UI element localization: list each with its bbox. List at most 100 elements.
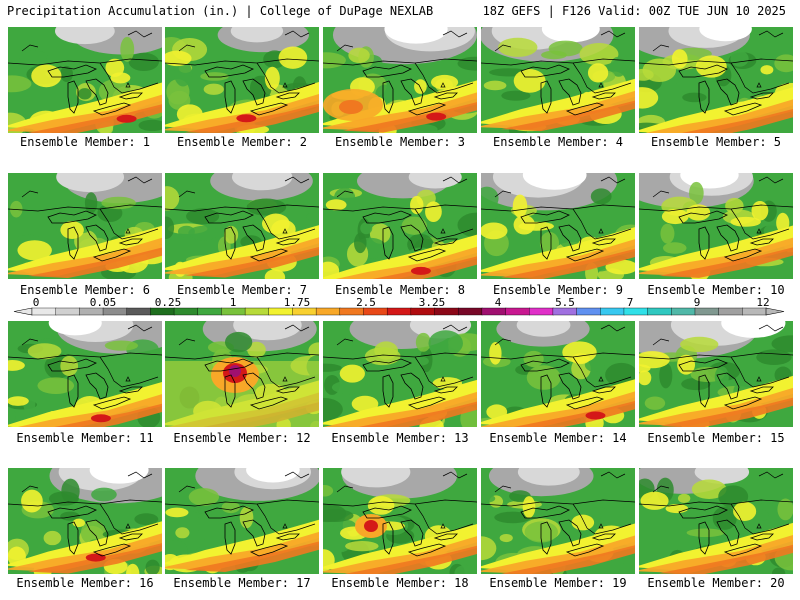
ensemble-member-label: Ensemble Member: 11 xyxy=(16,431,154,445)
ensemble-member-label: Ensemble Member: 4 xyxy=(492,135,624,149)
ensemble-member-label: Ensemble Member: 15 xyxy=(647,431,785,445)
precipitation-field xyxy=(639,468,793,574)
colorbar-swatch xyxy=(197,307,223,316)
precipitation-field xyxy=(165,468,319,574)
colorbar-max-arrow xyxy=(765,307,785,316)
colorbar-tick-label: 3.25 xyxy=(418,296,446,309)
ensemble-member-map xyxy=(8,27,162,133)
precipitation-field xyxy=(481,321,635,427)
colorbar-swatch xyxy=(244,307,270,316)
colorbar-swatch xyxy=(386,307,412,316)
ensemble-member-map xyxy=(481,173,635,279)
precipitation-field xyxy=(8,27,162,133)
precipitation-field xyxy=(639,173,793,279)
ensemble-member-label: Ensemble Member: 14 xyxy=(489,431,627,445)
precipitation-field xyxy=(323,173,477,279)
ensemble-member-label: Ensemble Member: 5 xyxy=(650,135,782,149)
ensemble-member-map xyxy=(639,468,793,574)
ensemble-member-map xyxy=(8,468,162,574)
precipitation-field xyxy=(165,321,319,427)
precipitation-field xyxy=(323,468,477,574)
ensemble-member-label: Ensemble Member: 9 xyxy=(492,283,624,297)
precipitation-field xyxy=(323,27,477,133)
ensemble-member-label: Ensemble Member: 6 xyxy=(19,283,151,297)
ensemble-member-label: Ensemble Member: 10 xyxy=(647,283,785,297)
colorbar-swatch xyxy=(742,307,767,316)
colorbar-tick-label: 1 xyxy=(229,296,237,309)
precipitation-field xyxy=(8,321,162,427)
color-scale-bar xyxy=(13,307,785,316)
ensemble-member-map xyxy=(323,321,477,427)
colorbar-swatch xyxy=(292,307,317,316)
colorbar-tick-label: 1.75 xyxy=(283,296,311,309)
ensemble-member-label: Ensemble Member: 8 xyxy=(334,283,466,297)
ensemble-member-label: Ensemble Member: 2 xyxy=(176,135,308,149)
ensemble-member-map xyxy=(639,321,793,427)
model-valid-time: 18Z GEFS | F126 Valid: 00Z TUE JUN 10 20… xyxy=(482,4,786,18)
precipitation-field xyxy=(323,321,477,427)
ensemble-member-label: Ensemble Member: 16 xyxy=(16,576,154,590)
colorbar-swatch xyxy=(671,307,696,316)
colorbar-swatch xyxy=(410,307,436,316)
precipitation-field xyxy=(481,468,635,574)
ensemble-member-map xyxy=(8,321,162,427)
colorbar-swatch xyxy=(529,307,554,316)
colorbar-swatch xyxy=(268,307,294,316)
ensemble-member-label: Ensemble Member: 19 xyxy=(489,576,627,590)
colorbar-swatch xyxy=(173,307,199,316)
ensemble-member-map xyxy=(639,173,793,279)
precipitation-field xyxy=(639,321,793,427)
ensemble-member-label: Ensemble Member: 13 xyxy=(331,431,469,445)
colorbar-swatch xyxy=(552,307,578,316)
colorbar-swatch xyxy=(576,307,601,316)
ensemble-member-label: Ensemble Member: 17 xyxy=(173,576,311,590)
ensemble-member-label: Ensemble Member: 20 xyxy=(647,576,785,590)
ensemble-member-label: Ensemble Member: 12 xyxy=(173,431,311,445)
ensemble-member-map xyxy=(8,173,162,279)
colorbar-tick-label: 9 xyxy=(693,296,701,309)
ensemble-member-label: Ensemble Member: 7 xyxy=(176,283,308,297)
colorbar-tick-label: 0.05 xyxy=(89,296,117,309)
ensemble-member-map xyxy=(323,468,477,574)
ensemble-member-map xyxy=(481,27,635,133)
colorbar-tick-label: 0 xyxy=(32,296,40,309)
ensemble-member-map xyxy=(639,27,793,133)
colorbar-swatch xyxy=(623,307,649,316)
precipitation-field xyxy=(8,173,162,279)
colorbar-swatch xyxy=(600,307,625,316)
ensemble-member-map xyxy=(323,173,477,279)
colorbar-swatch xyxy=(126,307,152,316)
colorbar-swatch xyxy=(363,307,388,316)
precipitation-field xyxy=(481,173,635,279)
ensemble-member-label: Ensemble Member: 18 xyxy=(331,576,469,590)
colorbar-swatch xyxy=(150,307,175,316)
ensemble-member-map xyxy=(165,27,319,133)
colorbar-tick-label: 0.25 xyxy=(154,296,182,309)
map-title: Precipitation Accumulation (in.) | Colle… xyxy=(7,4,434,18)
colorbar-swatch xyxy=(434,307,459,316)
colorbar-swatch xyxy=(79,307,104,316)
ensemble-member-map xyxy=(165,321,319,427)
colorbar-swatch xyxy=(718,307,744,316)
colorbar-tick-label: 5.5 xyxy=(555,296,575,309)
colorbar-tick-label: 12 xyxy=(756,296,770,309)
colorbar-swatch xyxy=(339,307,365,316)
colorbar-swatch xyxy=(102,307,128,316)
ensemble-member-label: Ensemble Member: 1 xyxy=(19,135,151,149)
colorbar-swatch xyxy=(315,307,341,316)
precipitation-field xyxy=(165,173,319,279)
colorbar-swatch xyxy=(221,307,246,316)
precipitation-field xyxy=(165,27,319,133)
colorbar-tick-label: 4 xyxy=(494,296,502,309)
colorbar-swatch xyxy=(55,307,81,316)
ensemble-member-map xyxy=(165,468,319,574)
colorbar-swatch xyxy=(694,307,720,316)
colorbar-swatch xyxy=(457,307,483,316)
precipitation-field xyxy=(639,27,793,133)
ensemble-member-label: Ensemble Member: 3 xyxy=(334,135,466,149)
colorbar-swatch xyxy=(647,307,672,316)
colorbar-tick-label: 2.5 xyxy=(356,296,376,309)
ensemble-member-map xyxy=(323,27,477,133)
colorbar-tick-label: 7 xyxy=(626,296,634,309)
precipitation-field xyxy=(8,468,162,574)
